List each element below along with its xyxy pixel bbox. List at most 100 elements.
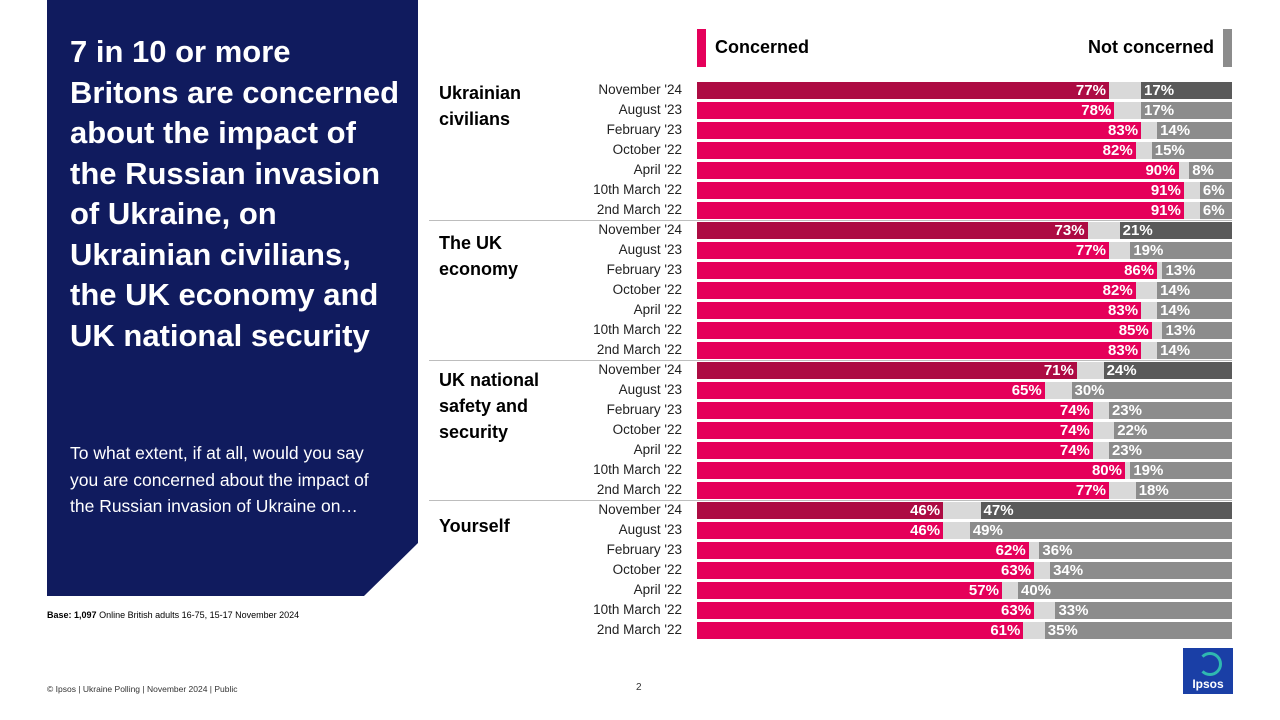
not-concerned-value: 21% (1122, 222, 1153, 239)
period-label: November '24 (598, 502, 682, 517)
concerned-bar (697, 562, 1035, 579)
footer-copyright: © Ipsos | Ukraine Polling | November 202… (47, 684, 238, 694)
neutral-bar (1087, 222, 1120, 239)
not-concerned-value: 18% (1138, 482, 1169, 499)
concerned-value: 83% (1108, 342, 1139, 359)
period-label: November '24 (598, 362, 682, 377)
not-concerned-value: 14% (1160, 302, 1191, 319)
concerned-value: 83% (1108, 302, 1139, 319)
period-label: February '23 (606, 122, 682, 137)
concerned-value: 57% (968, 582, 999, 599)
not-concerned-value: 23% (1111, 402, 1142, 419)
not-concerned-value: 6% (1202, 202, 1225, 219)
concerned-value: 46% (910, 522, 941, 539)
concerned-bar (697, 82, 1109, 99)
not-concerned-bar (1157, 122, 1232, 139)
concerned-value: 63% (1001, 562, 1032, 579)
not-concerned-bar (1141, 82, 1232, 99)
concerned-bar (697, 322, 1152, 339)
period-label: February '23 (606, 402, 682, 417)
period-label: October '22 (612, 562, 682, 577)
concerned-bar (697, 622, 1024, 639)
neutral-bar (1028, 542, 1040, 559)
concerned-bar (697, 242, 1109, 259)
concerned-bar (697, 282, 1136, 299)
period-label: 10th March '22 (593, 182, 682, 197)
headline-panel (47, 0, 418, 596)
concerned-value: 82% (1102, 282, 1133, 299)
not-concerned-value: 36% (1042, 542, 1073, 559)
group-divider (429, 500, 1232, 501)
not-concerned-value: 33% (1058, 602, 1089, 619)
not-concerned-value: 35% (1047, 622, 1078, 639)
period-label: November '24 (598, 222, 682, 237)
concerned-bar (697, 122, 1142, 139)
neutral-bar (1108, 242, 1131, 259)
neutral-bar (1135, 282, 1158, 299)
neutral-bar (1034, 602, 1056, 619)
not-concerned-value: 8% (1192, 162, 1214, 179)
concerned-value: 61% (990, 622, 1021, 639)
concerned-value: 73% (1054, 222, 1085, 239)
not-concerned-value: 19% (1133, 242, 1164, 259)
period-label: February '23 (606, 262, 682, 277)
not-concerned-value: 40% (1021, 582, 1052, 599)
neutral-bar (1076, 362, 1104, 379)
concerned-bar (697, 142, 1136, 159)
concerned-value: 83% (1108, 122, 1139, 139)
group-divider (429, 360, 1232, 361)
not-concerned-value: 17% (1144, 82, 1175, 99)
legend-concerned-swatch (697, 29, 706, 67)
headline: 7 in 10 or more Britons are concerned ab… (70, 34, 400, 353)
not-concerned-value: 19% (1133, 462, 1164, 479)
period-label: April '22 (633, 582, 682, 597)
not-concerned-bar (1162, 262, 1232, 279)
not-concerned-value: 17% (1144, 102, 1175, 119)
concerned-value: 62% (995, 542, 1026, 559)
not-concerned-bar (1055, 602, 1232, 619)
concerned-bar (697, 522, 944, 539)
period-label: April '22 (633, 302, 682, 317)
logo-arc-icon (1198, 652, 1222, 676)
legend-not-concerned-label: Not concerned (1087, 37, 1214, 57)
period-label: April '22 (633, 442, 682, 457)
group-label: The UK economy (439, 233, 519, 279)
concerned-bar (697, 482, 1109, 499)
concerned-bar (697, 542, 1029, 559)
concerned-bar (697, 222, 1088, 239)
not-concerned-value: 49% (972, 522, 1003, 539)
concerned-bar (697, 162, 1179, 179)
group-label: UK national safety and security (439, 370, 540, 442)
not-concerned-bar (1199, 182, 1232, 199)
question-text: To what extent, if at all, would you say… (70, 443, 369, 516)
not-concerned-value: 34% (1053, 562, 1084, 579)
not-concerned-value: 14% (1160, 282, 1191, 299)
not-concerned-value: 13% (1165, 262, 1196, 279)
neutral-bar (1092, 402, 1109, 419)
not-concerned-bar (1039, 542, 1232, 559)
base-note: Base: 1,097 Online British adults 16-75,… (47, 610, 299, 620)
not-concerned-bar (1135, 482, 1232, 499)
not-concerned-bar (969, 522, 1232, 539)
neutral-bar (1001, 582, 1018, 599)
period-label: 10th March '22 (593, 322, 682, 337)
base-text: Online British adults 16-75, 15-17 Novem… (99, 610, 300, 620)
neutral-bar (1183, 202, 1200, 219)
group-label: Ukrainian civilians (439, 83, 522, 129)
period-label: February '23 (606, 542, 682, 557)
concerned-bar (697, 422, 1093, 439)
not-concerned-value: 23% (1111, 442, 1142, 459)
period-label: October '22 (612, 282, 682, 297)
neutral-bar (1023, 622, 1045, 639)
concerned-bar (697, 442, 1093, 459)
period-label: August '23 (618, 102, 682, 117)
not-concerned-bar (1157, 342, 1232, 359)
concerned-value: 77% (1075, 482, 1106, 499)
concerned-bar (697, 402, 1093, 419)
not-concerned-value: 30% (1074, 382, 1105, 399)
not-concerned-bar (1044, 622, 1232, 639)
concerned-value: 77% (1075, 242, 1106, 259)
neutral-bar (1108, 482, 1136, 499)
concerned-bar (697, 462, 1125, 479)
not-concerned-bar (1119, 222, 1232, 239)
